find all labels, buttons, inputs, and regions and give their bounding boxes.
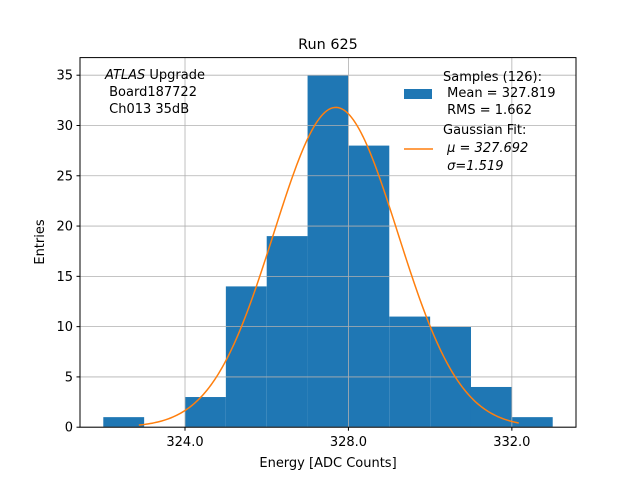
- y-tick-label: 5: [65, 370, 73, 385]
- y-tick-label: 10: [56, 320, 73, 335]
- legend-fit-line3: σ=1.519: [443, 159, 503, 174]
- histogram-bar: [307, 75, 349, 428]
- histogram-bar: [266, 236, 308, 428]
- x-axis-label: Energy [ADC Counts]: [259, 456, 396, 471]
- legend-samples-line2: Mean = 327.819: [443, 86, 555, 101]
- histogram-bar: [103, 417, 145, 428]
- histogram-bars: [103, 75, 553, 428]
- chart-title: Run 625: [298, 37, 358, 53]
- gaussian-fit-curve: [138, 106, 519, 426]
- histogram-bar: [470, 386, 512, 428]
- histogram-bar: [348, 145, 390, 428]
- x-tick-label: 328.0: [330, 435, 367, 450]
- y-tick-label: 15: [56, 270, 73, 285]
- legend: Samples (126): Mean = 327.819 RMS = 1.66…: [404, 70, 555, 174]
- svg-text:ATLAS Upgrade: ATLAS Upgrade: [104, 68, 205, 83]
- annotation-channel: Ch013 35dB: [105, 102, 189, 117]
- x-tick-label: 332.0: [493, 435, 530, 450]
- legend-fit-line1: Gaussian Fit:: [443, 123, 526, 138]
- annotation-text: ATLAS Upgrade Board187722 Ch013 35dB: [104, 68, 205, 117]
- axes-frame: [79, 57, 577, 428]
- annotation-upgrade: Upgrade: [145, 68, 205, 83]
- legend-fit-line2: μ = 327.692: [443, 141, 528, 156]
- y-tick-label: 25: [56, 169, 73, 184]
- y-axis-label: Entries: [33, 219, 48, 265]
- y-tick-label: 20: [56, 220, 73, 235]
- axis-ticks: 0 5 10 15 20 25 30 35 324.0 328.0 332.0: [56, 69, 530, 451]
- histogram-bar: [389, 316, 431, 428]
- annotation-atlas: ATLAS: [104, 68, 145, 83]
- histogram-bar: [225, 286, 267, 428]
- legend-samples-line3: RMS = 1.662: [443, 103, 532, 118]
- histogram-bar: [511, 417, 553, 428]
- histogram-bar: [185, 397, 226, 428]
- y-tick-label: 35: [56, 69, 73, 84]
- legend-samples-swatch: [404, 89, 432, 99]
- y-tick-label: 0: [65, 421, 73, 436]
- annotation-board: Board187722: [105, 85, 197, 100]
- x-tick-label: 324.0: [166, 435, 203, 450]
- y-tick-label: 30: [56, 119, 73, 134]
- legend-samples-line1: Samples (126):: [443, 70, 542, 85]
